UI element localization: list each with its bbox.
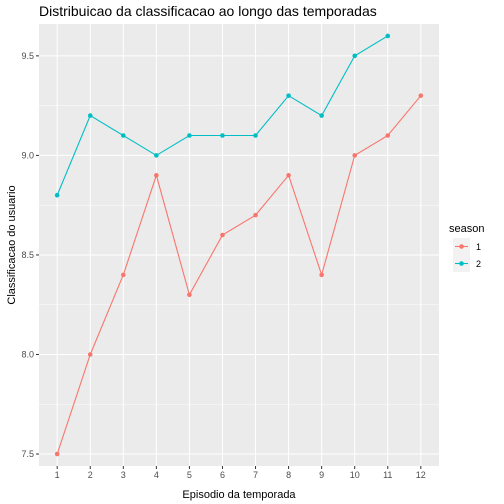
data-point: [286, 173, 291, 178]
x-tick-label: 1: [55, 470, 60, 480]
x-tick-label: 10: [350, 470, 360, 480]
series-layer: [54, 33, 424, 457]
plot-panel: [39, 24, 439, 466]
data-point: [187, 292, 192, 298]
x-tick-label: 4: [154, 470, 159, 480]
data-point: [385, 133, 391, 138]
data-point: [120, 133, 126, 138]
x-tick-label: 8: [286, 470, 291, 480]
y-tick-label: 8.5: [21, 250, 34, 260]
legend-key-point: [459, 244, 464, 249]
legend-item: 2: [453, 255, 481, 272]
data-point: [220, 133, 225, 138]
data-point: [187, 133, 192, 138]
major-gridlines: [39, 24, 439, 466]
x-axis: 1 2 3 4 5 6 7 8 9 10 11 12: [55, 466, 426, 480]
data-point: [253, 133, 258, 138]
x-tick-label: 12: [416, 470, 426, 480]
y-tick-label: 9.0: [21, 150, 34, 160]
data-point: [385, 33, 391, 39]
y-tick-label: 7.5: [21, 449, 34, 459]
x-tick-label: 11: [383, 470, 392, 480]
legend-title: season: [449, 223, 484, 235]
data-point: [54, 192, 60, 198]
y-tick-label: 8.0: [21, 350, 34, 360]
minor-gridlines: [39, 105, 439, 405]
x-axis-title: Episodio da temporada: [182, 489, 296, 501]
y-axis: 7.5 8.0 8.5 9.0 9.5: [21, 51, 39, 459]
data-point: [319, 113, 324, 118]
data-point: [253, 212, 258, 218]
legend-item: 1: [453, 238, 481, 255]
y-axis-title: Classificacao do usuario: [6, 185, 18, 304]
data-point: [120, 272, 126, 278]
data-point: [319, 272, 324, 278]
y-tick-label: 9.5: [21, 51, 34, 61]
series-line: [56, 95, 422, 455]
legend-label: 1: [476, 242, 481, 252]
data-point: [54, 451, 60, 457]
x-tick-label: 7: [253, 470, 258, 480]
legend: season 1 2: [449, 223, 484, 272]
series-2: [54, 33, 391, 198]
legend-label: 2: [476, 259, 481, 269]
x-tick-label: 6: [220, 470, 225, 480]
x-tick-label: 5: [187, 470, 192, 480]
legend-key-point: [459, 261, 464, 266]
data-point: [154, 153, 159, 158]
data-point: [154, 173, 159, 178]
x-tick-label: 9: [319, 470, 324, 480]
data-point: [352, 153, 358, 158]
series-1: [54, 93, 424, 457]
data-point: [220, 232, 225, 238]
data-point: [87, 113, 93, 118]
data-point: [418, 93, 424, 98]
chart-title: Distribuicao da classificacao ao longo d…: [39, 3, 377, 19]
x-tick-label: 3: [121, 470, 126, 480]
data-point: [286, 93, 291, 98]
data-point: [352, 53, 358, 59]
x-tick-label: 2: [88, 470, 93, 480]
data-point: [87, 352, 93, 357]
